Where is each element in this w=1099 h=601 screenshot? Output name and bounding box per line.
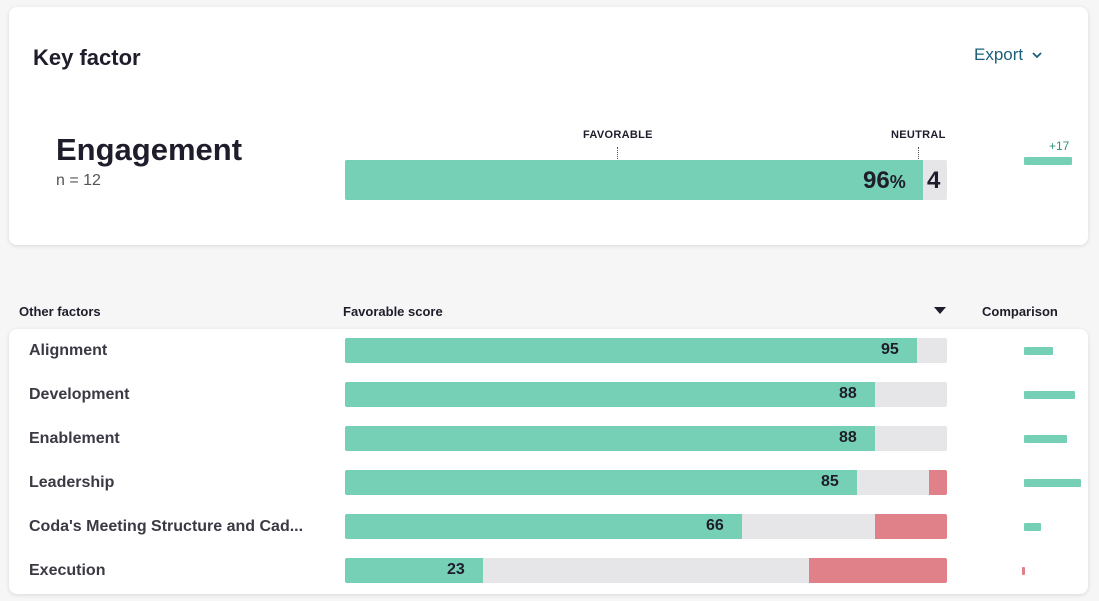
comparison-bar [1024,435,1067,443]
favorable-segment [345,470,857,495]
factor-label[interactable]: Development [29,386,130,403]
export-label: Export [974,45,1024,64]
neutral-marker-line [918,147,919,159]
comparison-bar [1024,347,1053,355]
key-factor-card: Key factor Export Engagement n = 12 FAVO… [9,7,1088,245]
favorable-score-header[interactable]: Favorable score [343,304,443,319]
factor-label[interactable]: Coda's Meeting Structure and Cad... [29,518,304,535]
comparison-header: Comparison [982,304,1058,319]
comparison-bar [1022,567,1025,575]
favorable-segment [345,514,742,539]
favorable-value: 85 [821,473,839,490]
neutral-value: 4 [927,167,941,194]
key-factor-score-bar[interactable]: 96% 4 [345,160,947,200]
sort-desc-icon[interactable] [934,307,946,314]
favorable-segment [345,426,875,451]
comparison-label: +17 [1049,139,1070,153]
export-button[interactable]: Export [974,45,1043,65]
unfavorable-segment [809,558,947,583]
favorable-marker-line [617,147,618,159]
factor-score-bar[interactable]: 23 [345,558,947,583]
favorable-segment [345,160,923,200]
key-factor-n: n = 12 [56,172,101,189]
unfavorable-segment [875,514,947,539]
factor-score-bar[interactable]: 88 [345,382,947,407]
other-factors-header: Other factors [19,304,101,319]
favorable-value: 95 [881,341,899,358]
factor-score-bar[interactable]: 85 [345,470,947,495]
key-factor-name: Engagement [56,132,243,167]
favorable-value: 96% [863,167,906,194]
key-factor-title: Key factor [33,45,141,70]
favorable-value: 88 [839,385,857,402]
factor-label[interactable]: Leadership [29,474,115,491]
comparison-bar [1024,523,1042,531]
factor-label[interactable]: Enablement [29,430,120,447]
factor-score-bar[interactable]: 95 [345,338,947,363]
unfavorable-segment [929,470,947,495]
favorable-value: 23 [447,561,465,578]
factor-score-bar[interactable]: 88 [345,426,947,451]
comparison-bar [1024,157,1072,165]
chevron-down-icon [1032,52,1042,59]
favorable-segment [345,382,875,407]
favorable-value: 88 [839,429,857,446]
favorable-segment [345,558,483,583]
favorable-marker-label: FAVORABLE [583,129,653,141]
comparison-bar [1024,479,1081,487]
factor-label[interactable]: Execution [29,562,106,579]
favorable-segment [345,338,917,363]
comparison-bar [1024,391,1076,399]
favorable-value: 66 [706,517,724,534]
other-factors-card: Alignment 95 Development 88 Enablement 88 Lead… [9,329,1088,594]
factor-score-bar[interactable]: 66 [345,514,947,539]
factor-label[interactable]: Alignment [29,342,108,359]
neutral-marker-label: NEUTRAL [891,129,946,141]
